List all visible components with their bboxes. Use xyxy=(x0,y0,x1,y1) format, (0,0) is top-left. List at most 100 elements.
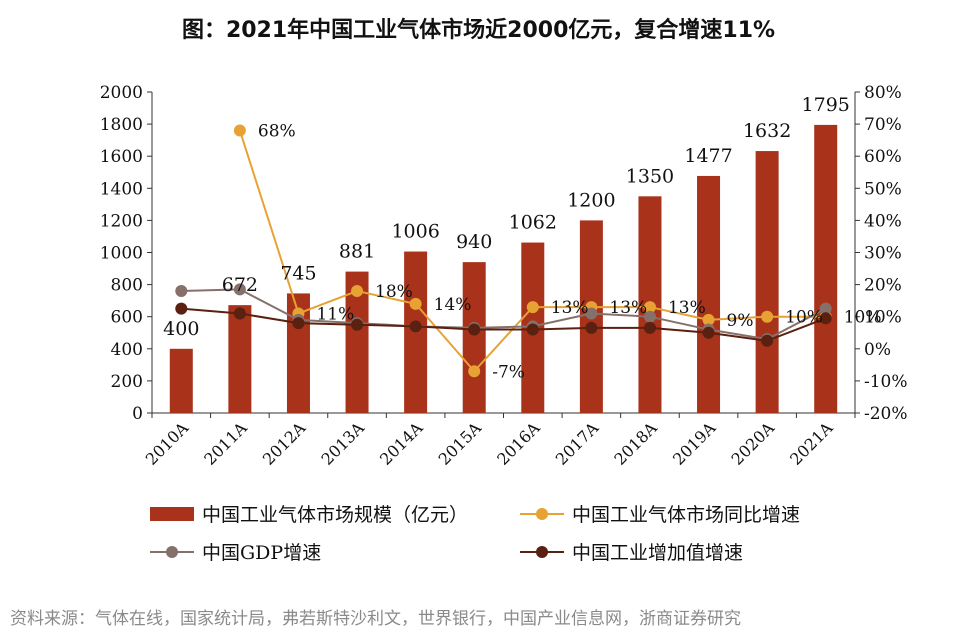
point-gdp xyxy=(819,302,832,315)
point-market_growth xyxy=(702,313,715,326)
line-gdp xyxy=(181,288,827,341)
growth-value-label: 9% xyxy=(727,311,754,331)
y-left-tick-label: 0 xyxy=(132,404,143,424)
y-left-tick-label: 600 xyxy=(111,308,143,328)
chart-title: 图：2021年中国工业气体市场近2000亿元，复合增速11% xyxy=(181,18,776,43)
bar-value-label: 1795 xyxy=(802,94,850,116)
legend-label-gdp: 中国GDP增速 xyxy=(202,542,321,564)
point-market_growth xyxy=(643,301,656,314)
bar xyxy=(755,151,779,413)
growth-value-label: 13% xyxy=(668,298,706,318)
point-industrial xyxy=(643,321,656,334)
y-right-tick-label: 50% xyxy=(864,179,902,199)
bar xyxy=(462,262,486,413)
y-left-tick-label: 1600 xyxy=(100,147,143,167)
point-market_growth xyxy=(526,301,539,314)
bar xyxy=(814,124,838,413)
legend-label-market_growth: 中国工业气体市场同比增速 xyxy=(572,504,800,526)
legend-swatch-bars xyxy=(150,507,194,521)
growth-value-label: -7% xyxy=(492,362,525,382)
point-market_growth xyxy=(761,310,774,323)
x-tick-label: 2020A xyxy=(728,418,779,469)
point-industrial xyxy=(233,307,246,320)
y-left-tick-label: 2000 xyxy=(100,83,143,103)
bar xyxy=(169,348,193,413)
bar-value-label: 1200 xyxy=(567,189,615,211)
legend-label-industrial: 中国工业增加值增速 xyxy=(572,542,743,564)
y-right-tick-label: 80% xyxy=(864,83,902,103)
point-market_growth xyxy=(351,285,364,298)
point-market_growth xyxy=(233,124,246,137)
point-industrial xyxy=(409,320,422,333)
growth-value-label: 13% xyxy=(551,298,589,318)
point-industrial xyxy=(819,312,832,325)
point-gdp xyxy=(233,283,246,296)
point-industrial xyxy=(292,317,305,330)
bar xyxy=(345,271,369,413)
point-market_growth xyxy=(409,297,422,310)
growth-value-label: 13% xyxy=(609,298,647,318)
y-right-tick-label: -10% xyxy=(864,372,908,392)
line-industrial xyxy=(181,307,827,342)
point-industrial xyxy=(526,323,539,336)
point-gdp xyxy=(585,307,598,320)
bar-value-label: 672 xyxy=(222,274,258,296)
y-left-tick-label: 1800 xyxy=(100,115,143,135)
x-tick-label: 2014A xyxy=(376,418,427,469)
source-note: 资料来源：气体在线，国家统计局，弗若斯特沙利文，世界银行，中国产业信息网，浙商证… xyxy=(10,609,741,629)
x-tick-label: 2016A xyxy=(493,418,544,469)
point-industrial xyxy=(468,323,481,336)
x-tick-label: 2011A xyxy=(200,418,251,469)
bar-value-label: 745 xyxy=(280,262,316,284)
y-right-tick-label: 20% xyxy=(864,276,902,296)
bar-value-label: 940 xyxy=(456,231,492,253)
bar xyxy=(228,305,252,413)
y-left-tick-label: 1200 xyxy=(100,211,143,231)
y-left-tick-label: 400 xyxy=(111,340,143,360)
growth-value-label: 18% xyxy=(375,282,413,302)
point-industrial xyxy=(702,326,715,339)
growth-value-label: 10% xyxy=(844,308,882,328)
y-right-tick-label: 30% xyxy=(864,244,902,264)
y-right-tick-label: 0% xyxy=(864,340,891,360)
x-tick-label: 2013A xyxy=(317,418,368,469)
point-industrial xyxy=(351,318,364,331)
bar-value-label: 1006 xyxy=(391,221,439,243)
y-right-tick-label: 70% xyxy=(864,115,902,135)
growth-value-label: 10% xyxy=(785,308,823,328)
growth-value-label: 14% xyxy=(434,295,472,315)
y-right-tick-label: 60% xyxy=(864,147,902,167)
bar-value-label: 400 xyxy=(163,318,199,340)
point-gdp xyxy=(175,285,188,298)
point-industrial xyxy=(175,302,188,315)
y-left-tick-label: 1000 xyxy=(100,244,143,264)
y-right-tick-label: 40% xyxy=(864,211,902,231)
legend-marker-gdp xyxy=(166,546,178,558)
point-market_growth xyxy=(468,365,481,378)
bar-value-label: 1632 xyxy=(743,120,791,142)
legend-label-bars: 中国工业气体市场规模（亿元） xyxy=(202,504,468,526)
x-tick-label: 2015A xyxy=(435,418,486,469)
bar-value-label: 1477 xyxy=(684,145,732,167)
legend-marker-market_growth xyxy=(536,508,548,520)
bar-value-label: 1350 xyxy=(626,165,674,187)
y-left-tick-label: 200 xyxy=(111,372,143,392)
point-industrial xyxy=(761,334,774,347)
growth-value-label: 68% xyxy=(258,122,296,142)
y-left-tick-label: 800 xyxy=(111,276,143,296)
y-left-tick-label: 1400 xyxy=(100,179,143,199)
x-tick-label: 2019A xyxy=(669,418,720,469)
x-tick-label: 2021A xyxy=(786,418,837,469)
legend-marker-industrial xyxy=(536,546,548,558)
y-right-tick-label: 10% xyxy=(864,308,902,328)
point-industrial xyxy=(585,321,598,334)
bar-value-label: 1062 xyxy=(509,212,557,234)
x-tick-label: 2017A xyxy=(552,418,603,469)
point-gdp xyxy=(643,310,656,323)
x-tick-label: 2012A xyxy=(259,418,310,469)
bar-value-label: 881 xyxy=(339,241,375,263)
x-tick-label: 2018A xyxy=(610,418,661,469)
x-tick-label: 2010A xyxy=(142,418,193,469)
bar xyxy=(697,175,721,413)
